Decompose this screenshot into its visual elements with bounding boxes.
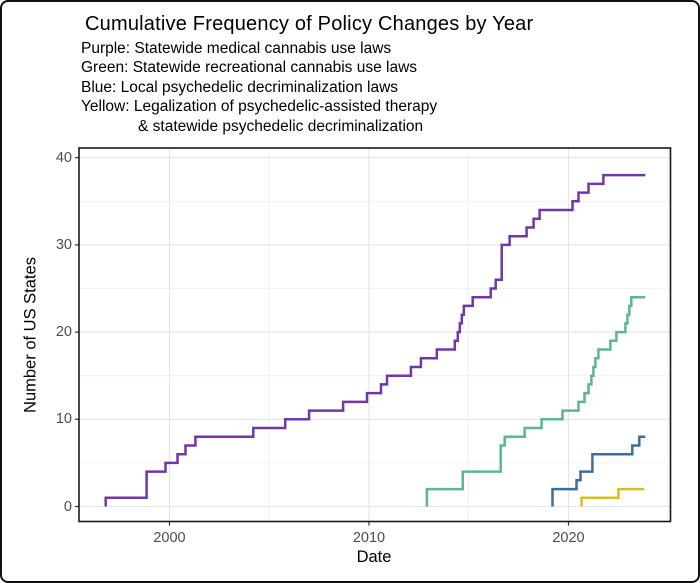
series-local-psychedelic-decriminalization [551,435,646,507]
series-statewide-recreational-cannabis [425,295,646,507]
legend-line-yellow-cont: & statewide psychedelic decriminalizatio… [138,117,424,135]
x-tick-label-2020: 2020 [552,530,585,546]
legend-line-green: Green: Statewide recreational cannabis u… [81,59,418,77]
legend-line-purple: Purple: Statewide medical cannabis use l… [81,40,392,57]
y-tick-label-0: 0 [63,498,72,515]
x-tick-label-2000: 2000 [153,530,186,546]
panel-border [78,147,672,523]
y-tick-label-30: 30 [55,236,72,253]
legend-line-blue: Blue: Local psychedelic decriminalizatio… [81,78,399,96]
series-psychedelic-therapy-and-statewide-decriminalization [580,487,645,507]
series-statewide-medical-cannabis [104,173,646,507]
x-tick-label-2010: 2010 [352,530,386,546]
y-tick-label-40: 40 [55,149,72,166]
x-axis-title: Date [356,548,392,566]
y-tick-label-20: 20 [55,324,72,341]
legend-line-yellow: Yellow: Legalization of psychedelic-assi… [81,98,438,116]
chart-title: Cumulative Frequency of Policy Changes b… [85,13,534,35]
y-tick-label-10: 10 [55,411,72,428]
chart-subtitle-legend: Purple: Statewide medical cannabis use l… [81,39,437,136]
